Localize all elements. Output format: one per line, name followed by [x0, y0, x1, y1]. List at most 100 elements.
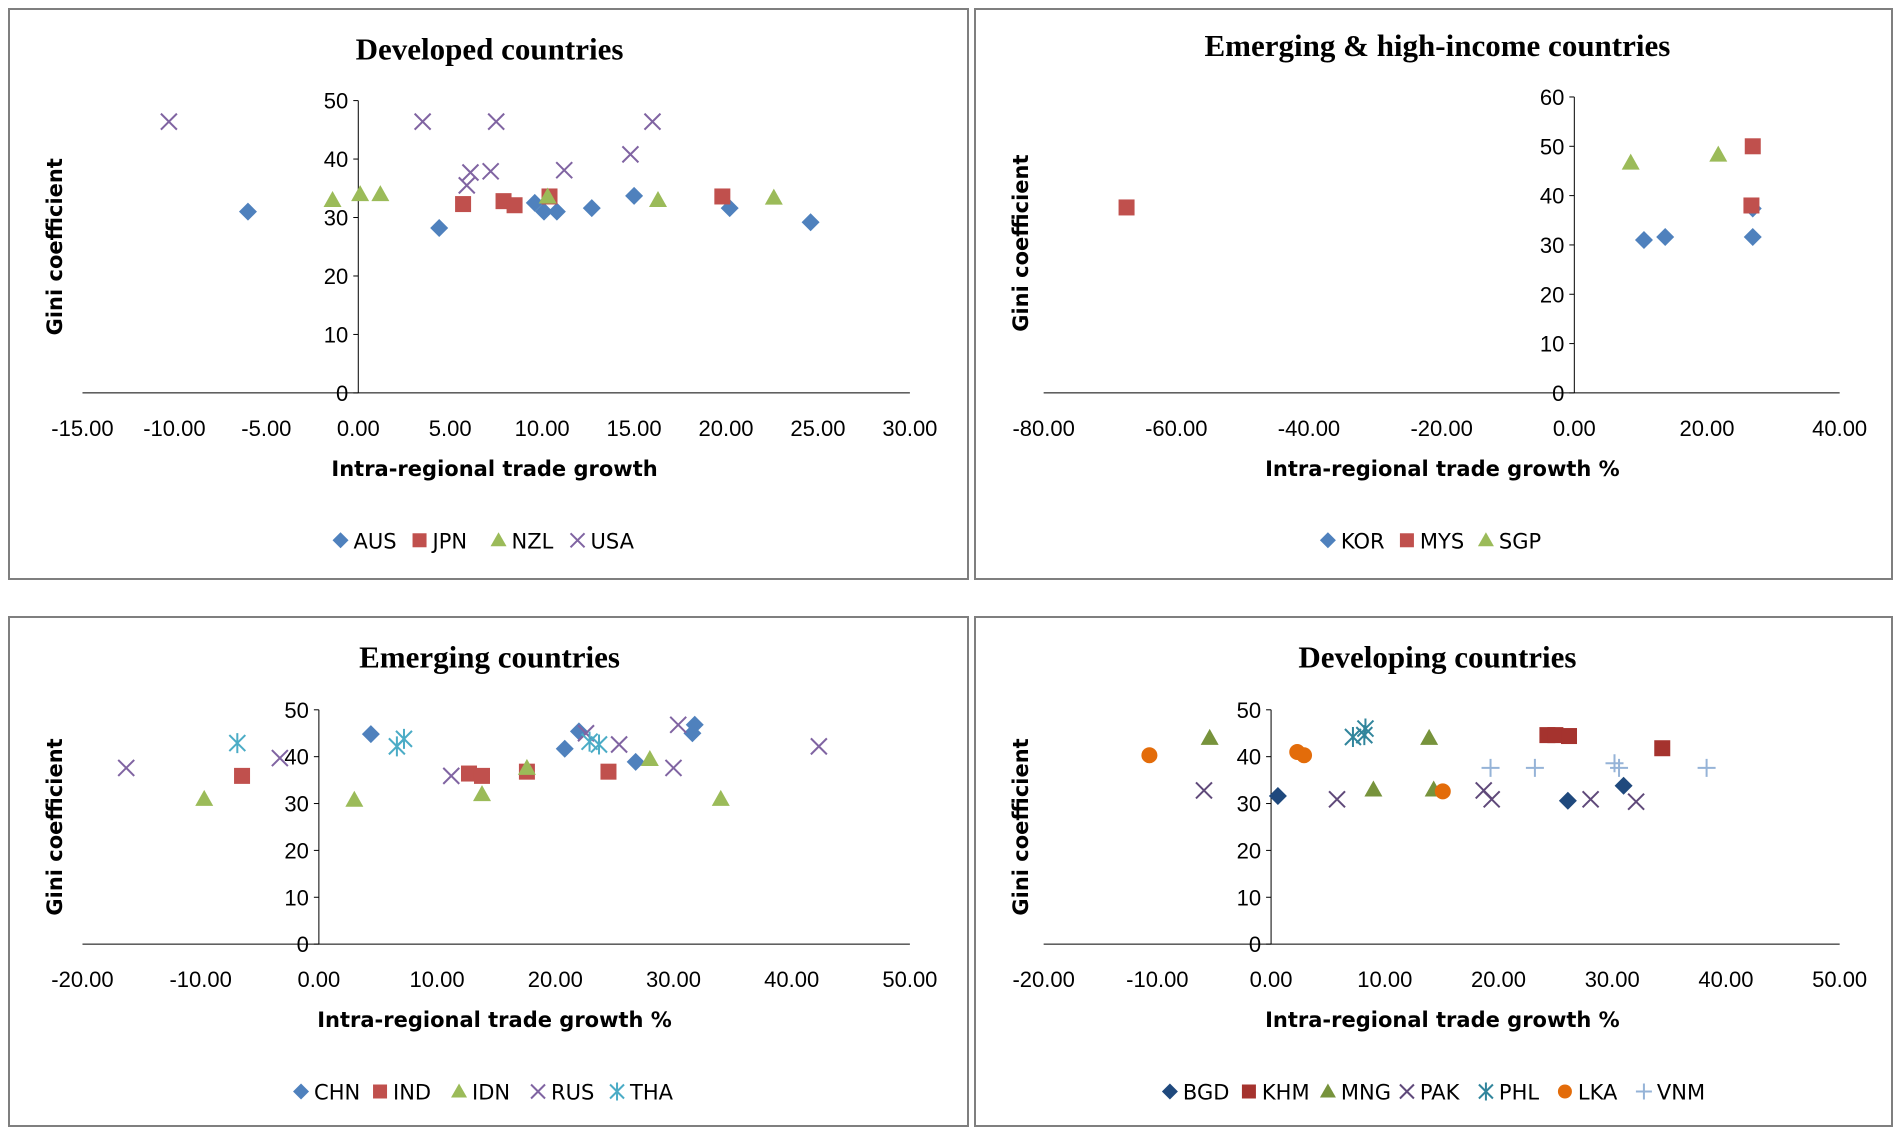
legend-item-mys: MYS [1399, 530, 1464, 554]
point-aus [583, 199, 602, 218]
series-lka [1140, 744, 1451, 800]
point-jpn [507, 197, 524, 214]
y-tick-label: 0 [297, 932, 309, 957]
point-tha [581, 731, 599, 752]
chart-emerging-countries: Emerging countries -20.00 -10.00 0.00 10.00 2… [43, 640, 938, 1105]
point-aus [239, 203, 258, 222]
series-kor [1634, 199, 1762, 250]
point-mys [1742, 197, 1759, 214]
point-nzl [323, 191, 342, 208]
x-tick-label: 10.00 [410, 967, 465, 992]
panel-emerging-countries: Emerging countries -20.00 -10.00 0.00 10.00 2… [8, 616, 969, 1127]
x-tick-label: 10.00 [1357, 967, 1412, 992]
legend-item-rus: RUS [530, 1081, 595, 1105]
y-tick-label: 30 [324, 206, 348, 231]
y-tick-label: 10 [324, 323, 348, 348]
y-tick-label: 20 [285, 838, 309, 863]
point-nzl [649, 191, 668, 208]
legend-item-tha: THA [609, 1081, 674, 1105]
point-usa [644, 113, 662, 131]
y-tick-label: 0 [1552, 381, 1564, 406]
legend-marker-pak [1398, 1083, 1415, 1100]
series-idn [195, 750, 731, 807]
point-vnm [1481, 758, 1500, 777]
point-mng [1200, 728, 1219, 745]
legend-label: MYS [1419, 530, 1463, 554]
legend-marker-chn [293, 1083, 310, 1100]
x-tick-label: -10.00 [1126, 967, 1188, 992]
x-tick-label: -15.00 [52, 416, 114, 441]
point-idn [641, 750, 660, 767]
panel-developing-countries: Developing countries -20.00 -10.00 0.00 10.0… [973, 616, 1893, 1127]
legend-label: PHL [1498, 1081, 1538, 1105]
point-rus [443, 767, 461, 785]
legend-item-mng: MNG [1319, 1081, 1391, 1105]
legend-marker-ind [373, 1084, 388, 1099]
point-ind [461, 765, 478, 782]
point-vnm [1697, 758, 1716, 777]
legend-item-sgp: SGP [1477, 530, 1541, 554]
x-tick-label: 0.00 [1552, 416, 1595, 441]
chart-title: Developed countries [356, 32, 624, 67]
legend-label: LKA [1577, 1081, 1617, 1105]
point-bgd [1268, 787, 1287, 806]
x-tick-label: -20.00 [52, 967, 114, 992]
legend-marker-jpn [412, 533, 427, 548]
point-kor [1655, 228, 1674, 247]
point-chn [686, 715, 705, 734]
point-chn [556, 739, 575, 758]
y-tick-label: 10 [1236, 885, 1260, 910]
legend-item-jpn: JPN [412, 530, 468, 554]
point-usa [555, 161, 574, 180]
y-tick-label: 20 [1236, 838, 1260, 863]
point-nzl [371, 185, 390, 202]
x-tick-label: 5.00 [429, 416, 472, 441]
point-usa [622, 146, 640, 164]
x-tick-label: 0.00 [298, 967, 341, 992]
series-mys [1118, 138, 1761, 216]
x-axis-label: Intra-regional trade growth % [318, 1008, 673, 1032]
series-phl [1343, 718, 1374, 748]
legend-item-phl: PHL [1477, 1081, 1539, 1105]
x-tick-label: 40.00 [1812, 416, 1867, 441]
x-tick-label: -20.00 [1410, 416, 1472, 441]
point-bgd [1614, 776, 1633, 795]
point-aus [802, 213, 821, 232]
legend: KOR MYS SGP [1319, 530, 1541, 554]
x-tick-label: 25.00 [791, 416, 846, 441]
legend-marker-bgd [1161, 1083, 1178, 1100]
legend-label: AUS [354, 530, 397, 554]
point-rus [810, 737, 829, 756]
y-tick-label: 50 [1539, 135, 1563, 160]
x-tick-label: 20.00 [528, 967, 583, 992]
point-idn [518, 758, 537, 775]
legend-marker-phl [1477, 1082, 1494, 1101]
legend-label: IND [393, 1081, 431, 1105]
legend-item-chn: CHN [293, 1081, 361, 1105]
point-vnm [1609, 758, 1628, 777]
point-usa [458, 177, 476, 195]
point-mys [1118, 199, 1135, 216]
y-tick-label: 0 [336, 381, 348, 406]
y-axis-label: Gini coefficient [43, 738, 67, 915]
point-pak [1194, 781, 1213, 800]
point-ind [234, 767, 251, 784]
point-aus [430, 219, 449, 238]
point-nzl [765, 189, 784, 206]
legend-item-khm: KHM [1241, 1081, 1309, 1105]
y-tick-label: 40 [285, 745, 309, 770]
chart-title: Developing countries [1298, 640, 1576, 675]
series-khm [1538, 727, 1670, 757]
x-tick-label: 20.00 [699, 416, 754, 441]
legend-marker-lka [1557, 1084, 1572, 1099]
point-lka [1140, 747, 1157, 764]
point-usa [487, 113, 506, 131]
legend-marker-rus [530, 1083, 547, 1100]
legend-item-lka: LKA [1557, 1081, 1618, 1105]
legend-label: KHM [1261, 1081, 1309, 1105]
point-ind [474, 767, 491, 784]
point-mys [1744, 138, 1761, 155]
x-tick-label: 50.00 [883, 967, 938, 992]
legend-item-aus: AUS [332, 530, 397, 554]
point-rus [117, 759, 136, 777]
